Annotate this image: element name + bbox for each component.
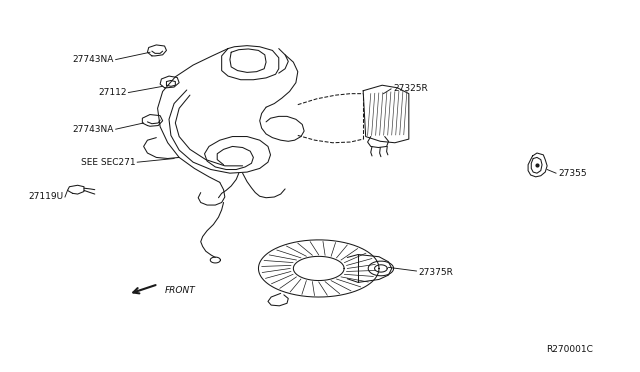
Text: 27355: 27355 <box>558 169 586 178</box>
Text: SEE SEC271: SEE SEC271 <box>81 158 136 167</box>
Text: FRONT: FRONT <box>164 286 195 295</box>
Text: 27743NA: 27743NA <box>72 125 114 134</box>
Text: 27112: 27112 <box>98 88 127 97</box>
Text: 27119U: 27119U <box>28 192 63 202</box>
Text: 27743NA: 27743NA <box>72 55 114 64</box>
Text: 27325R: 27325R <box>393 84 428 93</box>
Text: 27375R: 27375R <box>419 267 453 277</box>
Text: R270001C: R270001C <box>546 344 593 353</box>
